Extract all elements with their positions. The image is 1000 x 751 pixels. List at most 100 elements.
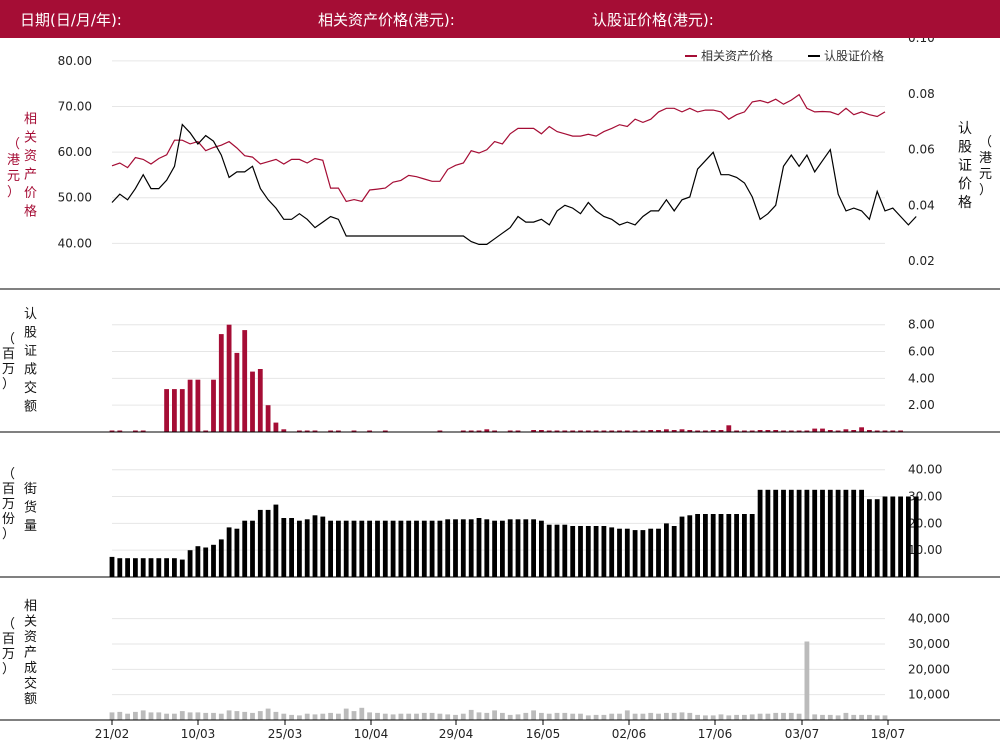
left-axis-unit-char: （ (7, 137, 20, 152)
asset-turnover-bar (796, 713, 802, 720)
asset-turnover-bar (133, 711, 138, 720)
outstanding-bar (250, 520, 255, 577)
asset-turnover-bar (453, 714, 458, 720)
outstanding-bar (718, 514, 724, 577)
asset-turnover-bar (460, 713, 466, 720)
outstanding-bar (265, 509, 271, 577)
asset-turnover-bar (546, 713, 552, 720)
warrant-turnover-bar (109, 430, 115, 432)
outstanding-panel: 40.00 30.00 20.00 10.00 街货量 （百万份） (0, 463, 1000, 578)
asset-turnover-bar (718, 714, 724, 720)
warrant-turnover-bar (812, 428, 818, 432)
warrant-turnover-bar (679, 429, 685, 432)
outstanding-bar (593, 526, 599, 577)
outstanding-bar (539, 520, 544, 577)
warrant-turnover-bar (351, 430, 357, 432)
warrant-turnover-bar (578, 430, 583, 432)
right-axis-label-char: 价 (958, 177, 972, 193)
x-tick-label: 17/06 (698, 727, 733, 741)
asset-turnover-bar (218, 713, 224, 720)
warrant-turnover-bar (172, 389, 177, 432)
warrant-turnover-bar (546, 430, 552, 432)
warrant-turnover-bar (539, 430, 544, 432)
outstanding-bar (617, 528, 622, 577)
warrant-turnover-bar (874, 430, 880, 432)
outstanding-bar (898, 496, 903, 577)
outstanding-bar (585, 526, 591, 577)
outstanding-bar (289, 518, 294, 577)
left-axis-unit-char: （ (2, 617, 15, 632)
asset-turnover-bar (343, 708, 349, 720)
asset-turnover-bar (617, 713, 622, 720)
left-axis-label-char: 证 (24, 344, 37, 359)
outstanding-bar (109, 556, 115, 577)
left-axis-unit-char: 百 (2, 632, 15, 647)
warrant-turnover-bar (562, 430, 568, 432)
outstanding-bar (632, 530, 638, 577)
left-axis-label-char: 格 (24, 204, 37, 220)
asset-turnover-bar (140, 710, 146, 720)
outstanding-bar (281, 518, 287, 577)
left-axis-label-char: 成 (24, 661, 37, 676)
left-axis-label-char: 货 (24, 500, 37, 516)
right-tick-label: 0.06 (908, 143, 935, 157)
warrant-turnover-bar (796, 430, 802, 432)
right-axis-label-char: 证 (958, 158, 972, 174)
warrant-turnover-bar (773, 430, 779, 432)
outstanding-bar (796, 489, 802, 577)
warrant-turnover-bar (437, 430, 443, 432)
warrant-turnover-bar (835, 430, 841, 432)
asset-turnover-bar (312, 714, 318, 720)
outstanding-bar (359, 520, 365, 577)
outstanding-bar (523, 519, 529, 577)
asset-turnover-bar (601, 714, 607, 720)
warrant-turnover-bar (484, 429, 490, 432)
asset-turnover-bar (742, 714, 747, 720)
outstanding-bar (351, 520, 357, 577)
asset-turnover-bar (445, 714, 451, 720)
x-tick-label: 21/02 (95, 727, 130, 741)
left-axis-unit-char: 元 (7, 169, 20, 184)
warrant-turnover-bar (749, 430, 755, 432)
asset-turnover-bar (632, 713, 638, 720)
asset-turnover-bar (773, 712, 779, 720)
outstanding-bar (406, 520, 412, 577)
outstanding-bar (671, 526, 677, 577)
warrant-turnover-bar (133, 430, 138, 432)
x-tick-label: 02/06 (612, 727, 647, 741)
warrant-turnover-bar (624, 430, 630, 432)
left-axis-unit-char: （ (2, 332, 15, 347)
asset-turnover-bar (257, 711, 263, 720)
left-axis-label-char: 关 (24, 615, 37, 630)
right-tick-label: 0.02 (908, 254, 935, 268)
outstanding-bar (484, 519, 490, 577)
left-axis-unit-char: ） (7, 185, 20, 200)
asset-turnover-bar (539, 712, 544, 720)
warrant-chart: 80.00 70.00 60.00 50.00 40.00 0.10 0.08 0.06 0.0… (0, 38, 1000, 741)
warrant-turnover-bar (304, 430, 310, 432)
asset-turnover-bar (468, 709, 474, 720)
warrant-turnover-bar (211, 379, 216, 432)
left-axis-label-char: 关 (24, 131, 37, 146)
warrant-turnover-bar (203, 430, 209, 432)
outstanding-bar (187, 550, 193, 577)
outstanding-bar (562, 524, 568, 577)
left-axis-label-char: 额 (24, 692, 37, 707)
asset-turnover-bar (281, 713, 287, 720)
outstanding-bar (679, 516, 685, 577)
outstanding-bar (164, 558, 169, 577)
left-axis-unit-char: 万 (2, 497, 15, 512)
warrant-turnover-bar (117, 430, 123, 432)
right-tick-label: 0.04 (908, 198, 935, 212)
warrant-turnover-bar (164, 389, 169, 432)
left-axis-unit-char: 万 (2, 647, 15, 662)
outstanding-bar (757, 489, 763, 577)
right-axis-label-char: 股 (958, 140, 972, 156)
outstanding-bar (203, 547, 209, 577)
asset-turnover-bar (273, 711, 279, 720)
outstanding-bar (781, 489, 786, 577)
x-axis: 21/02 10/03 25/03 10/04 29/04 16/05 02/06 17/06… (95, 720, 905, 741)
asset-turnover-bar (578, 713, 583, 720)
warrant-turnover-bar (382, 430, 388, 432)
